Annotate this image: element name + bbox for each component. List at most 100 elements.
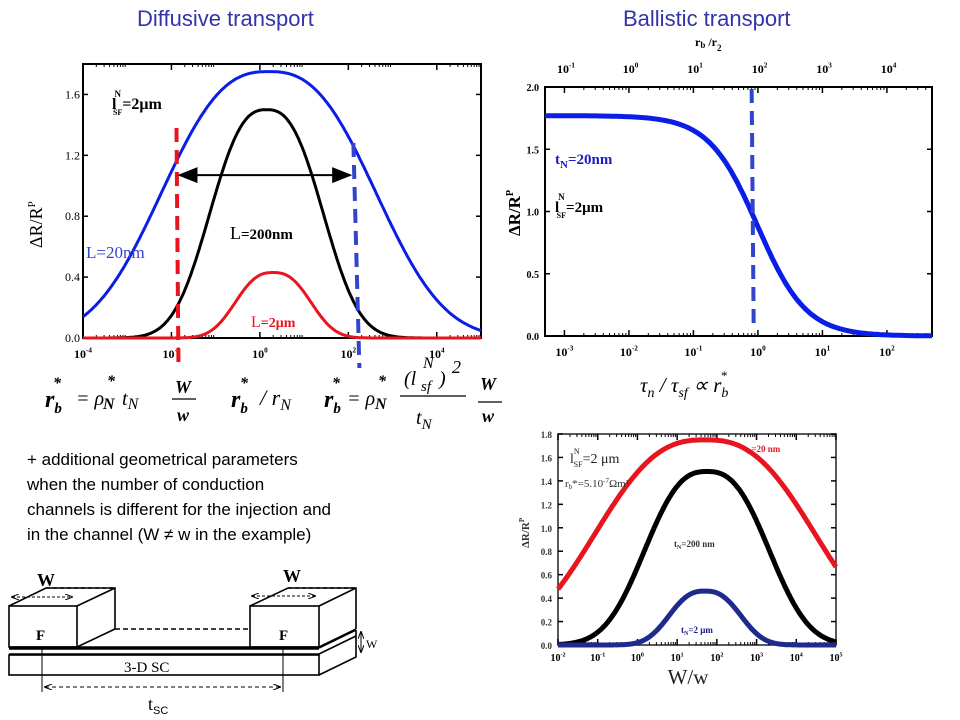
ww-xlabel: W/w xyxy=(668,665,710,689)
ballistic-x2label: rb /r2 xyxy=(695,35,722,53)
formula-rb-diffusive: rb * = ρ * N tN W w xyxy=(45,373,196,425)
svg-text:sf: sf xyxy=(421,379,433,395)
note-line: channels is different for the injection … xyxy=(27,500,331,519)
annot-tn2um-ww: tN=2 μm xyxy=(681,625,713,637)
device-diagram xyxy=(8,587,361,692)
tsc-label: tSC xyxy=(148,694,168,717)
y-tick-label: 0.4 xyxy=(65,270,80,284)
y-tick-label: 1.8 xyxy=(541,430,553,440)
diffusive-title: Diffusive transport xyxy=(137,6,314,31)
ww-chart: 0.0 0.2 0.4 0.6 0.8 1.0 1.2 1.4 1.6 1.8 10-2 10-1 1… xyxy=(518,430,843,689)
svg-text:*: * xyxy=(240,375,249,392)
x-tick-label: 100 xyxy=(252,347,268,361)
x-tick-label: 101 xyxy=(671,653,684,665)
ferromagnet-right xyxy=(249,605,320,648)
formula-rb-ballistic: rb * = ρ * N (l N sf ) 2 tN W w xyxy=(324,355,502,433)
svg-text:N: N xyxy=(374,396,388,413)
annot-tn200-ww: tN=200 nm xyxy=(674,539,715,551)
channel-label: 3-D SC xyxy=(124,660,169,676)
x-tick-label: 105 xyxy=(830,653,843,665)
svg-text:*: * xyxy=(53,375,62,392)
series-l-2-m xyxy=(83,271,481,340)
x2-tick-label: 103 xyxy=(816,62,832,76)
w-label-right: W xyxy=(283,566,301,586)
diffusive-ylabel: ΔR/RP xyxy=(26,201,46,248)
x-tick-label: 10-2 xyxy=(551,653,566,665)
y-tick-label: 0.4 xyxy=(541,594,553,604)
x-tick-label: 104 xyxy=(790,653,803,665)
y-tick-label: 0.2 xyxy=(541,618,553,628)
x2-tick-label: 101 xyxy=(687,62,703,76)
y-tick-label: 0.8 xyxy=(541,547,553,557)
annot-lsf-ww: lN SF=2 μm xyxy=(570,447,619,469)
series-t-n-20nm xyxy=(544,113,933,339)
y-tick-label: 0.6 xyxy=(541,571,553,581)
svg-text:*: * xyxy=(107,373,116,390)
annot-tn20: tN=20nm xyxy=(555,152,613,171)
series-l-200nm xyxy=(83,108,481,340)
x-tick-label: 10-4 xyxy=(74,347,92,361)
threshold-line-red xyxy=(174,127,181,369)
y-tick-label: 1.0 xyxy=(541,524,553,534)
svg-text:*: * xyxy=(332,375,341,392)
svg-text:tN: tN xyxy=(416,407,433,433)
svg-text:*: * xyxy=(378,373,387,390)
x-tick-label: 100 xyxy=(631,653,644,665)
annot-l2um: L=2μm xyxy=(251,314,296,331)
note-line: in the channel (W ≠ w in the example) xyxy=(27,525,312,544)
series-t-n-2-m xyxy=(556,588,838,648)
y-tick-label: 0.5 xyxy=(527,270,540,281)
x-tick-label: 102 xyxy=(341,347,357,361)
svg-text:= ρ: = ρ xyxy=(76,388,104,410)
annot-lsf-ballistic: lN SF=2μm xyxy=(555,192,604,220)
svg-text:W: W xyxy=(480,374,498,394)
y-tick-label: 1.6 xyxy=(65,87,80,101)
diffusive-chart: 0.00.40.81.21.6 10-410-2100102104 ΔR/RP … xyxy=(26,63,482,369)
f-label-right: F xyxy=(279,628,288,644)
ww-plot-frame xyxy=(557,433,837,646)
svg-text:): ) xyxy=(438,368,446,390)
x2-tick-label: 102 xyxy=(752,62,768,76)
svg-text:N: N xyxy=(102,396,116,413)
x-tick-label: 10-2 xyxy=(620,345,638,359)
f-label-left: F xyxy=(36,628,45,644)
annot-rb-ww: rb*=5.10-7Ωm² xyxy=(565,477,630,491)
threshold-line-blue xyxy=(351,142,362,369)
y-tick-label: 1.4 xyxy=(541,477,553,487)
x-tick-label: 100 xyxy=(750,345,766,359)
annot-tn20-ww: tN=20 nm xyxy=(744,444,781,456)
y-tick-label: 1.0 xyxy=(527,208,540,219)
x-tick-label: 10-3 xyxy=(555,345,573,359)
x-tick-label: 103 xyxy=(750,653,763,665)
ballistic-chart: 0.0 0.5 1.0 1.5 2.0 10-3 10-2 10-1 100 101 102 10… xyxy=(505,35,933,401)
w-label-left: W xyxy=(37,570,55,590)
svg-text:2: 2 xyxy=(452,357,461,377)
svg-text:w: w xyxy=(177,405,190,425)
diffusive-plot-frame xyxy=(82,63,482,339)
threshold-line-blue xyxy=(749,88,756,327)
y-tick-label: 0.8 xyxy=(65,209,80,223)
formula-row: rb * = ρ * N tN W w rb * / rN rb * = ρ *… xyxy=(45,355,502,433)
svg-text:tN: tN xyxy=(122,388,140,413)
x2-tick-label: 100 xyxy=(623,62,639,76)
svg-text:W: W xyxy=(175,377,193,397)
annot-l20nm: L=20nm xyxy=(86,243,145,262)
svg-text:(l: (l xyxy=(404,368,417,390)
y-tick-label: 1.6 xyxy=(541,453,553,463)
y-tick-label: 1.5 xyxy=(527,145,540,156)
svg-text:/ rN: / rN xyxy=(258,385,292,414)
ferromagnet-left xyxy=(8,605,78,648)
x-tick-label: 10-1 xyxy=(590,653,605,665)
y-tick-label: 1.2 xyxy=(541,500,553,510)
x-tick-label: 102 xyxy=(879,345,895,359)
x2-tick-label: 104 xyxy=(881,62,897,76)
y-tick-label: 1.2 xyxy=(65,148,80,162)
x-tick-label: 101 xyxy=(815,345,831,359)
sc-channel xyxy=(8,654,320,676)
y-tick-label: 2.0 xyxy=(527,83,540,94)
ballistic-title: Ballistic transport xyxy=(623,6,791,31)
small-w-label: W xyxy=(366,637,378,651)
y-tick-label: 0.0 xyxy=(65,331,80,345)
note-line: when the number of conduction xyxy=(27,475,265,494)
